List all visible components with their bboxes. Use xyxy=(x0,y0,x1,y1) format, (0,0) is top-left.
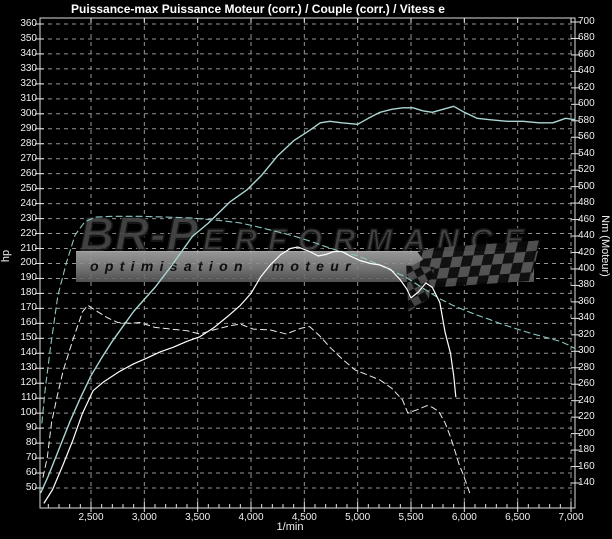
y-right-tick-label: 260 xyxy=(578,378,595,390)
y-right-tick-label: 340 xyxy=(578,312,595,324)
y-left-tick-label: 150 xyxy=(20,332,37,344)
y-right-tick-label: 200 xyxy=(578,427,595,439)
y-right-tick-label: 480 xyxy=(578,197,595,209)
y-left-tick-label: 340 xyxy=(20,47,37,59)
curve-puissance-moteur-corr xyxy=(40,105,575,494)
y-left-tick-label: 140 xyxy=(20,347,37,359)
x-tick-label: 6,500 xyxy=(505,512,531,523)
y-left-tick-label: 90 xyxy=(25,422,37,434)
x-tick-label: 2,500 xyxy=(78,512,104,523)
y-right-tick-label: 540 xyxy=(578,147,595,159)
y-left-tick-label: 350 xyxy=(20,32,37,44)
y-right-tick-label: 160 xyxy=(578,460,595,472)
x-tick-label: 4,500 xyxy=(291,512,317,523)
y-right-tick-label: 580 xyxy=(578,114,595,126)
y-left-tick-label: 170 xyxy=(20,302,37,314)
y-left-tick-label: 160 xyxy=(20,317,37,329)
y-left-tick-label: 110 xyxy=(21,392,37,404)
y-left-tick-label: 320 xyxy=(20,77,37,89)
y-right-tick-label: 320 xyxy=(578,328,595,340)
y-right-tick-label: 380 xyxy=(578,279,595,291)
y-left-tick-label: 290 xyxy=(20,122,37,134)
y-left-tick-label: 190 xyxy=(20,272,37,284)
y-left-tick-label: 330 xyxy=(20,62,37,74)
y-left-tick-label: 310 xyxy=(20,92,37,104)
x-tick-label: 3,500 xyxy=(185,512,211,523)
curve-couple-moteur-corr xyxy=(41,215,575,424)
y-right-tick-label: 660 xyxy=(578,48,595,60)
y-right-tick-label: 460 xyxy=(578,213,595,225)
y-right-tick-label: 440 xyxy=(578,230,595,242)
x-tick-label: 5,500 xyxy=(398,512,424,523)
y-right-tick-label: 640 xyxy=(578,65,595,77)
y-right-tick-label: 520 xyxy=(578,164,595,176)
x-tick-label: 4,000 xyxy=(238,512,264,523)
y-right-tick-label: 300 xyxy=(578,345,595,357)
x-tick-label: 7,000 xyxy=(558,512,584,523)
y-right-tick-label: 400 xyxy=(578,262,595,274)
y-left-tick-label: 120 xyxy=(20,377,37,389)
x-axis-title: 1/min xyxy=(276,521,304,533)
y-axis-right-title: Nm (Moteur) xyxy=(599,215,611,277)
curve-couple-moteur-origine xyxy=(42,304,471,494)
y-left-tick-label: 230 xyxy=(20,212,37,224)
y-right-tick-label: 680 xyxy=(578,32,595,44)
y-left-tick-label: 280 xyxy=(20,137,37,149)
x-tick-label: 6,000 xyxy=(451,512,477,523)
y-left-tick-label: 60 xyxy=(25,467,37,479)
y-left-tick-label: 80 xyxy=(25,437,37,449)
y-left-tick-label: 180 xyxy=(20,287,37,299)
chart-title: Puissance-max Puissance Moteur (corr.) /… xyxy=(71,2,445,16)
y-left-tick-label: 240 xyxy=(20,197,37,209)
y-left-tick-label: 260 xyxy=(20,167,37,179)
y-left-tick-label: 360 xyxy=(20,18,37,29)
y-left-tick-label: 220 xyxy=(20,227,37,239)
y-left-tick-label: 270 xyxy=(20,152,37,164)
x-tick-label: 3,000 xyxy=(131,512,157,523)
y-right-tick-label: 700 xyxy=(578,16,595,27)
y-right-tick-label: 140 xyxy=(578,477,595,488)
plot-frame xyxy=(39,17,576,509)
curve-puissance-moteur-origine xyxy=(43,246,457,504)
y-right-tick-label: 180 xyxy=(578,444,595,456)
y-right-tick-label: 620 xyxy=(578,81,595,93)
y-right-tick-label: 500 xyxy=(578,180,595,192)
y-left-tick-label: 100 xyxy=(20,407,37,419)
x-tick-label: 5,000 xyxy=(345,512,371,523)
y-right-tick-label: 600 xyxy=(578,98,595,110)
y-left-tick-label: 200 xyxy=(20,257,37,269)
y-left-tick-label: 50 xyxy=(25,482,37,493)
y-right-tick-label: 220 xyxy=(578,411,595,423)
y-left-tick-label: 70 xyxy=(25,452,37,464)
y-right-tick-label: 280 xyxy=(578,361,595,373)
y-left-tick-label: 130 xyxy=(20,362,37,374)
y-right-tick-label: 560 xyxy=(578,131,595,143)
y-right-tick-label: 360 xyxy=(578,295,595,307)
y-left-tick-label: 210 xyxy=(20,242,37,254)
y-left-tick-label: 250 xyxy=(20,182,37,194)
y-right-tick-label: 420 xyxy=(578,246,595,258)
y-left-tick-label: 300 xyxy=(20,107,37,119)
y-right-tick-label: 240 xyxy=(578,394,595,406)
